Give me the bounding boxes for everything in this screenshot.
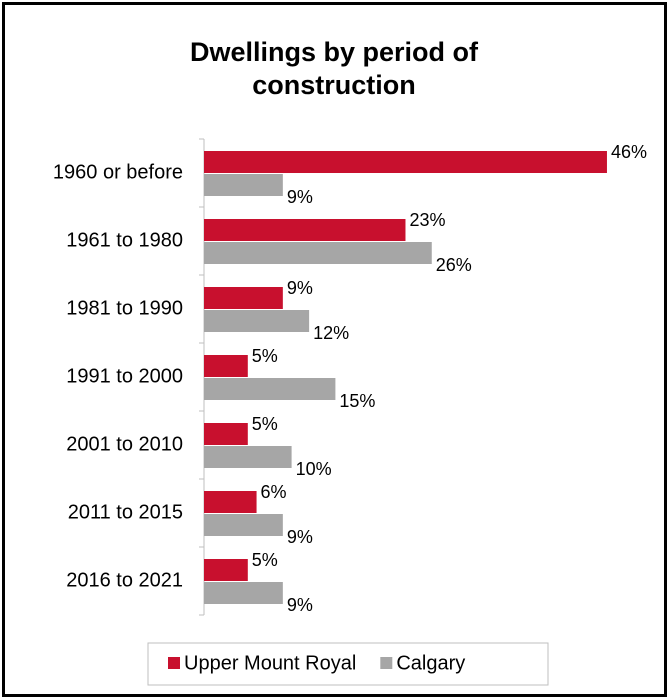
data-label: 9%	[287, 187, 313, 207]
bar	[204, 174, 283, 196]
bar	[204, 242, 432, 264]
bar	[204, 355, 248, 377]
category-label: 2016 to 2021	[66, 569, 183, 591]
data-label: 5%	[252, 550, 278, 570]
data-label: 5%	[252, 346, 278, 366]
chart-title: Dwellings by period of construction	[189, 37, 479, 100]
data-label: 46%	[611, 142, 647, 162]
data-label: 9%	[287, 527, 313, 547]
bar	[204, 423, 248, 445]
legend-box	[147, 642, 549, 686]
bar	[204, 310, 310, 332]
bar	[204, 582, 283, 604]
legend-swatch	[380, 657, 393, 669]
category-label: 1961 to 1980	[66, 229, 183, 251]
bar	[204, 491, 257, 513]
legend-label: Calgary	[396, 652, 465, 674]
data-label: 5%	[252, 414, 278, 434]
category-label: 1960 or before	[53, 161, 183, 183]
bar	[204, 514, 283, 536]
bar	[204, 287, 283, 309]
legend-swatch	[168, 657, 180, 669]
bar	[204, 446, 292, 468]
bar	[204, 378, 336, 400]
data-label: 10%	[296, 459, 332, 479]
category-label: 2011 to 2015	[68, 501, 183, 523]
data-label: 6%	[261, 482, 287, 502]
data-label: 23%	[409, 210, 445, 230]
bar	[204, 219, 406, 241]
data-label: 9%	[287, 595, 313, 615]
data-label: 9%	[287, 278, 313, 298]
data-label: 12%	[313, 323, 349, 343]
bar	[204, 151, 607, 173]
data-label: 15%	[339, 391, 375, 411]
legend-label: Upper Mount Royal	[184, 652, 356, 674]
category-label: 2001 to 2010	[66, 433, 183, 455]
category-label: 1991 to 2000	[66, 365, 183, 387]
category-label: 1981 to 1990	[66, 297, 183, 319]
data-label: 26%	[436, 255, 472, 275]
bar	[204, 559, 248, 581]
